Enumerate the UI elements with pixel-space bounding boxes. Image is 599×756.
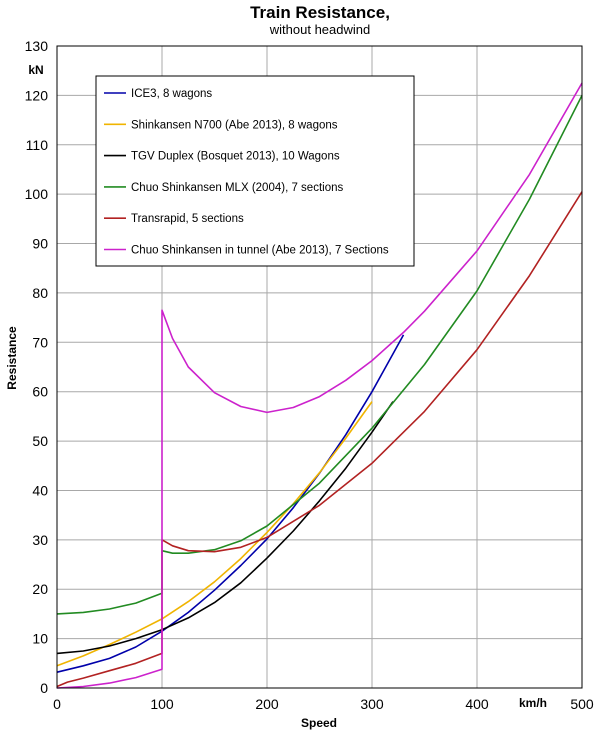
y-tick-label: 10: [32, 631, 48, 647]
series-line-3: [56, 401, 394, 655]
x-axis-label: Speed: [301, 716, 337, 730]
y-tick-label: 90: [32, 236, 48, 252]
series-lines: [56, 82, 583, 689]
legend-label-5: Transrapid, 5 sections: [131, 213, 244, 225]
y-tick-labels: 0 10 20 30 40 50 60 70 80 90 100 110 120 130: [25, 38, 49, 696]
y-tick-label: 60: [32, 384, 48, 400]
x-tick-label: 300: [360, 696, 384, 712]
x-tick-label: 100: [150, 696, 174, 712]
y-tick-label: 110: [26, 137, 49, 153]
y-unit-label: kN: [28, 63, 43, 77]
y-tick-label: 40: [32, 482, 48, 498]
chart-title: Train Resistance,: [250, 3, 390, 22]
x-tick-label: 200: [255, 696, 279, 712]
y-tick-label: 30: [32, 532, 48, 548]
legend-label-1: ICE3, 8 wagons: [131, 88, 212, 100]
series-line-1: [56, 334, 405, 673]
x-tick-label: 500: [570, 696, 594, 712]
y-tick-label: 100: [25, 186, 49, 202]
legend-box: [95, 75, 415, 267]
legend-label-2: Shinkansen N700 (Abe 2013), 8 wagons: [131, 119, 338, 131]
legend-label-3: TGV Duplex (Bosquet 2013), 10 Wagons: [131, 151, 340, 163]
y-tick-label: 130: [25, 38, 49, 54]
series-line-6: [56, 82, 583, 689]
y-tick-label: 120: [25, 87, 49, 103]
y-tick-label: 20: [32, 581, 48, 597]
x-tick-labels: 0 100 200 300 400 500: [53, 696, 594, 712]
legend-label-4: Chuo Shinkansen MLX (2004), 7 sections: [131, 182, 343, 194]
series-line-5: [56, 191, 583, 688]
x-tick-label: 0: [53, 696, 61, 712]
y-tick-label: 70: [32, 334, 48, 350]
legend: ICE3, 8 wagons Shinkansen N700 (Abe 2013)…: [95, 75, 415, 267]
y-tick-label: 50: [32, 433, 48, 449]
y-tick-label: 0: [40, 680, 48, 696]
y-axis-label: Resistance: [5, 326, 19, 390]
series-line-2: [56, 401, 373, 667]
series-line-4: [56, 95, 583, 615]
legend-label-6: Chuo Shinkansen in tunnel (Abe 2013), 7 …: [131, 245, 389, 257]
y-tick-label: 80: [32, 285, 48, 301]
chart-subtitle: without headwind: [269, 22, 370, 37]
plot-frame: [56, 45, 583, 689]
x-unit-label: km/h: [519, 696, 547, 710]
x-tick-label: 400: [465, 696, 489, 712]
